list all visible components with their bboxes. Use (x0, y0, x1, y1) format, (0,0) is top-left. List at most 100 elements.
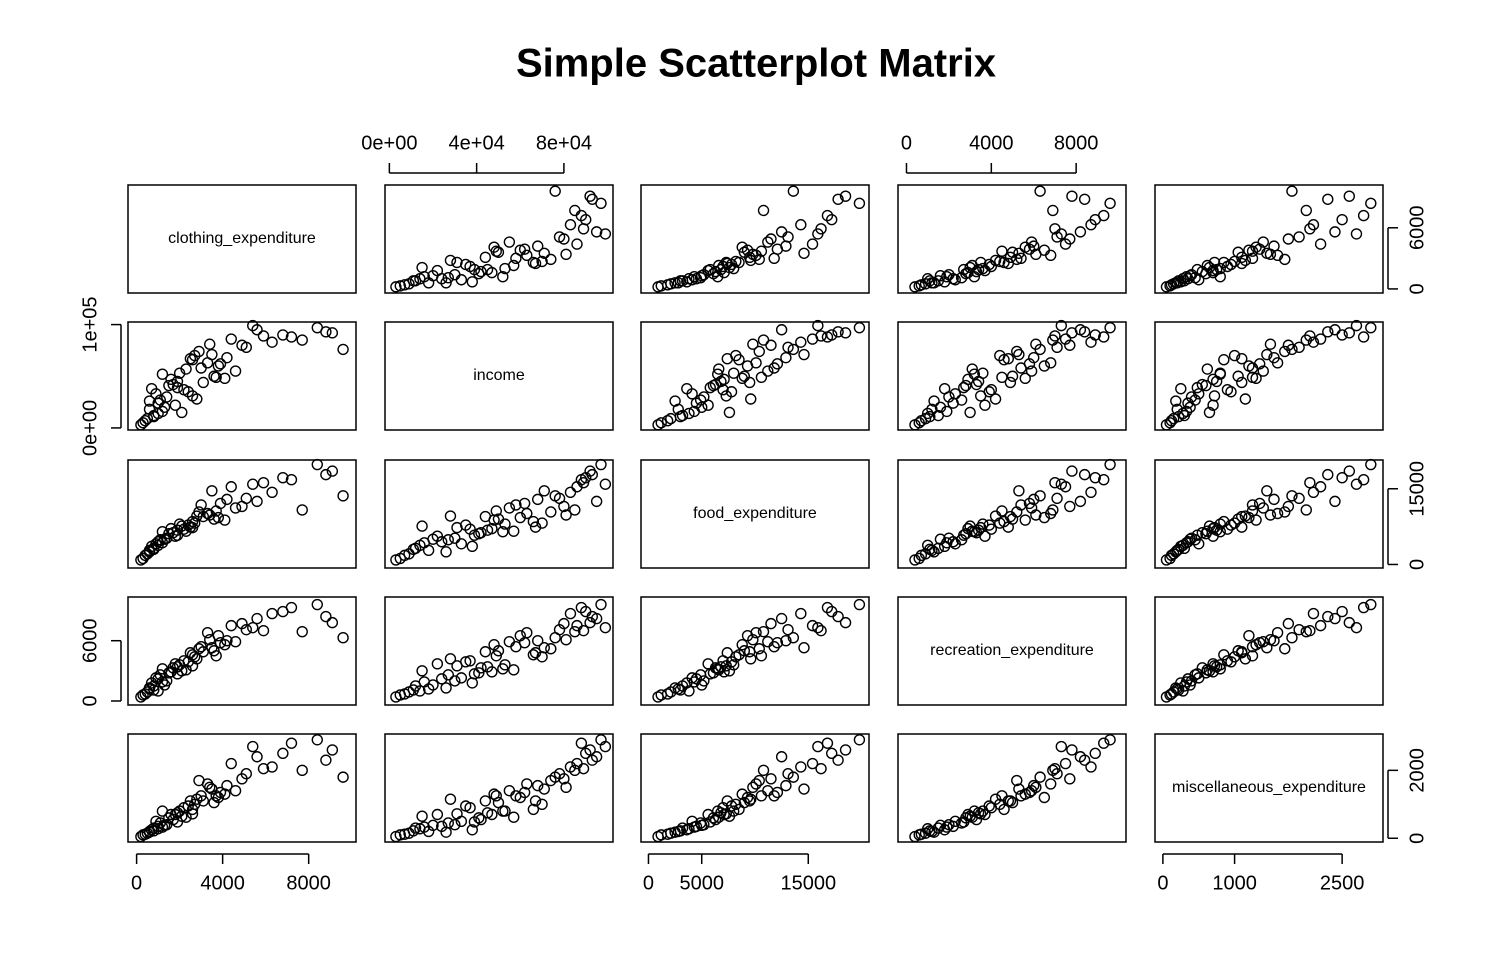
point (1268, 635, 1280, 647)
point (733, 649, 745, 661)
point (771, 786, 784, 799)
panel-frame (897, 459, 1127, 569)
point (1293, 341, 1305, 354)
point (757, 334, 770, 346)
point (229, 365, 242, 377)
point (584, 190, 596, 202)
point (510, 499, 522, 511)
point (575, 737, 588, 749)
point (928, 395, 940, 407)
point (236, 617, 248, 630)
point (806, 757, 819, 770)
point (152, 685, 164, 697)
point (765, 339, 777, 351)
point (941, 537, 953, 549)
point (1201, 259, 1214, 272)
point (743, 795, 756, 807)
point (669, 682, 681, 694)
point (257, 477, 270, 489)
point (1165, 414, 1178, 427)
point (195, 499, 207, 511)
point (696, 679, 708, 691)
panel-frame (127, 184, 357, 294)
point (1160, 281, 1173, 293)
point (219, 514, 231, 526)
point (688, 270, 700, 283)
point (1343, 327, 1356, 339)
point (503, 502, 516, 514)
point (1203, 406, 1216, 419)
point (1293, 492, 1305, 505)
point (661, 828, 674, 840)
chart-title: Simple Scatterplot Matrix (516, 42, 996, 86)
point (549, 771, 561, 783)
point (455, 672, 468, 684)
point (1225, 386, 1237, 398)
point (1055, 478, 1068, 490)
point (720, 390, 732, 402)
point (1300, 204, 1312, 217)
point (1004, 510, 1017, 523)
point (1268, 240, 1280, 252)
point (416, 261, 428, 274)
point (1350, 319, 1363, 332)
point (444, 510, 457, 522)
point (1011, 774, 1023, 787)
point (941, 821, 953, 833)
y-tick-label: 6000 (79, 618, 101, 663)
point (532, 635, 544, 647)
y-tick-label: 6000 (1406, 206, 1428, 251)
point (221, 493, 233, 506)
point (1336, 213, 1348, 226)
point (762, 785, 774, 797)
x-tick-label: 0 (1157, 872, 1168, 894)
panel-frame (640, 321, 870, 431)
point (1034, 771, 1046, 783)
point (580, 471, 592, 484)
point (1045, 778, 1057, 790)
point (464, 655, 476, 667)
point (958, 529, 970, 541)
point (1064, 339, 1076, 351)
point (479, 646, 492, 658)
point (1201, 363, 1214, 375)
point (720, 660, 732, 672)
point (277, 747, 289, 760)
point (1170, 546, 1182, 558)
point (1214, 518, 1226, 530)
point (964, 520, 976, 532)
point (1167, 412, 1180, 425)
point (427, 269, 439, 282)
point (442, 534, 454, 546)
point (451, 521, 463, 534)
point (171, 668, 184, 680)
point (720, 256, 732, 269)
point (928, 277, 940, 289)
point (795, 761, 807, 773)
point (1236, 376, 1248, 389)
point (733, 803, 745, 816)
point (518, 497, 531, 510)
point (564, 607, 577, 620)
point (771, 637, 784, 649)
panel-frame (640, 596, 870, 706)
variable-label: recreation_expenditure (930, 642, 1094, 659)
point (787, 185, 800, 197)
point (853, 197, 866, 210)
point (320, 754, 332, 766)
point (1004, 376, 1017, 389)
point (1300, 504, 1312, 516)
point (285, 737, 298, 749)
point (743, 646, 756, 658)
point (1257, 365, 1269, 377)
point (1236, 352, 1248, 365)
point (251, 612, 263, 625)
point (468, 529, 481, 541)
point (176, 406, 188, 419)
point (683, 685, 695, 697)
point (1049, 330, 1061, 342)
point (197, 376, 209, 389)
point (1104, 458, 1116, 471)
point (1085, 486, 1097, 498)
point (681, 677, 693, 689)
